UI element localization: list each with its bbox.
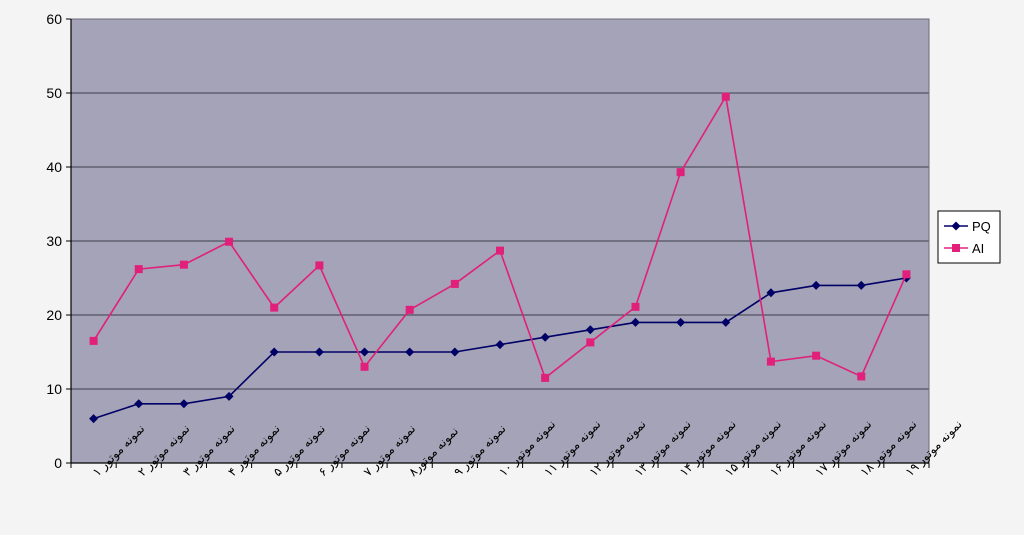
data-point: [586, 338, 595, 347]
legend-marker: [951, 221, 961, 231]
data-point: [134, 265, 143, 274]
data-point: [450, 347, 460, 357]
data-point: [179, 260, 188, 269]
data-point: [721, 92, 730, 101]
data-point: [405, 347, 415, 357]
data-point: [495, 340, 505, 350]
data-point: [450, 279, 459, 288]
legend-box: [937, 210, 1001, 264]
legend-label: AI: [972, 241, 984, 256]
legend-label: PQ: [972, 219, 991, 234]
data-point: [811, 280, 821, 290]
data-point: [812, 351, 821, 360]
data-point: [857, 372, 866, 381]
series-group: [89, 92, 911, 424]
data-point: [315, 261, 324, 270]
data-point: [225, 237, 234, 246]
data-point: [224, 391, 234, 401]
data-point: [856, 280, 866, 290]
data-point: [631, 302, 640, 311]
data-point: [269, 347, 279, 357]
data-point: [585, 325, 595, 335]
data-point: [270, 303, 279, 312]
y-tick-label: 50: [46, 85, 62, 101]
data-point: [541, 373, 550, 382]
y-tick-label: 60: [46, 11, 62, 27]
data-point: [540, 332, 550, 342]
data-point: [360, 362, 369, 371]
data-point: [676, 168, 685, 177]
legend-marker: [952, 244, 960, 252]
legend: PQ AI: [937, 210, 1001, 264]
data-point: [360, 347, 370, 357]
y-tick-label: 20: [46, 307, 62, 323]
data-point: [405, 305, 414, 314]
data-point: [89, 336, 98, 345]
y-tick-label: 10: [46, 381, 62, 397]
data-point: [630, 317, 640, 327]
data-point: [89, 414, 99, 424]
data-point: [766, 357, 775, 366]
data-point: [721, 317, 731, 327]
data-point: [134, 399, 144, 409]
data-point: [766, 288, 776, 298]
y-tick-label: 0: [54, 455, 62, 471]
data-point: [496, 246, 504, 255]
series-ai: [89, 92, 911, 382]
data-point: [179, 399, 189, 409]
y-tick-label: 30: [46, 233, 62, 249]
data-point: [902, 270, 911, 279]
y-tick-label: 40: [46, 159, 62, 175]
data-point: [676, 317, 686, 327]
data-point: [314, 347, 324, 357]
